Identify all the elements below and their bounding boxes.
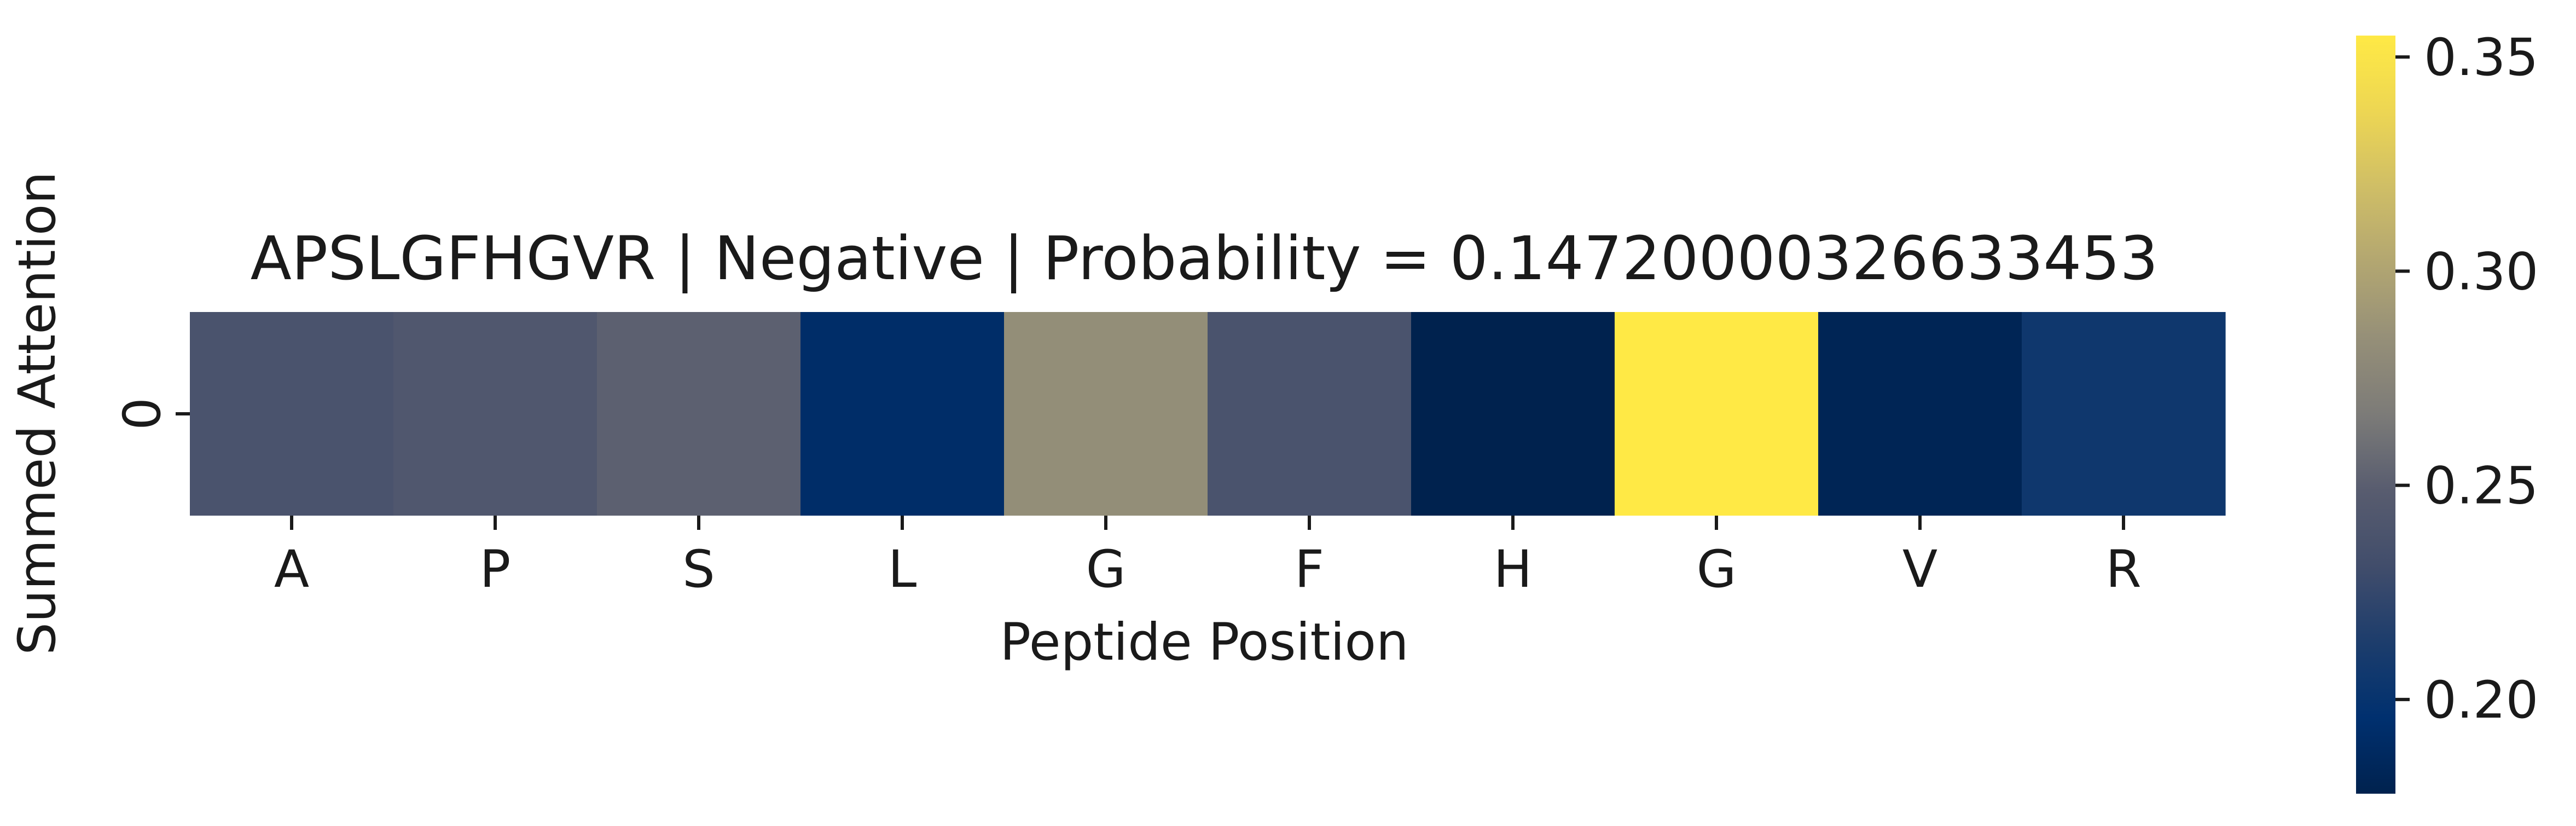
heatmap-cell [1411, 312, 1615, 516]
heatmap-cell [2022, 312, 2226, 516]
y-tick-label: 0 [113, 397, 172, 430]
x-tick-label: P [480, 540, 511, 599]
colorbar-tick-label: 0.20 [2424, 671, 2538, 730]
x-tick-label: L [888, 540, 916, 599]
heatmap-cells [190, 312, 2226, 516]
heatmap-cell [1004, 312, 1208, 516]
colorbar [2356, 36, 2395, 794]
x-tick-label: R [2105, 540, 2141, 599]
y-axis-label: Summed Attention [8, 171, 67, 655]
chart-title: APSLGFHGVR | Negative | Probability = 0.… [251, 223, 2159, 294]
colorbar-ticks: 0.20 0.25 0.30 0.35 [2395, 28, 2538, 730]
heatmap-cell [597, 312, 801, 516]
colorbar-tick-label: 0.25 [2424, 457, 2538, 516]
colorbar-tick-label: 0.35 [2424, 28, 2538, 88]
heatmap-cell [1615, 312, 1819, 516]
x-tick-label: G [1697, 540, 1737, 599]
colorbar-tick-label: 0.30 [2424, 242, 2538, 302]
y-axis-ticks: 0 [113, 397, 190, 430]
x-axis-label: Peptide Position [1000, 613, 1408, 672]
x-tick-label: S [682, 540, 715, 599]
x-tick-label: G [1086, 540, 1126, 599]
x-tick-label: F [1295, 540, 1324, 599]
heatmap-cell [800, 312, 1005, 516]
heatmap-cell [1208, 312, 1412, 516]
heatmap-cell [190, 312, 394, 516]
x-tick-label: H [1494, 540, 1533, 599]
heatmap-cell [393, 312, 597, 516]
x-tick-label: A [274, 540, 309, 599]
heatmap-cell [1818, 312, 2022, 516]
x-tick-label: V [1902, 540, 1937, 599]
